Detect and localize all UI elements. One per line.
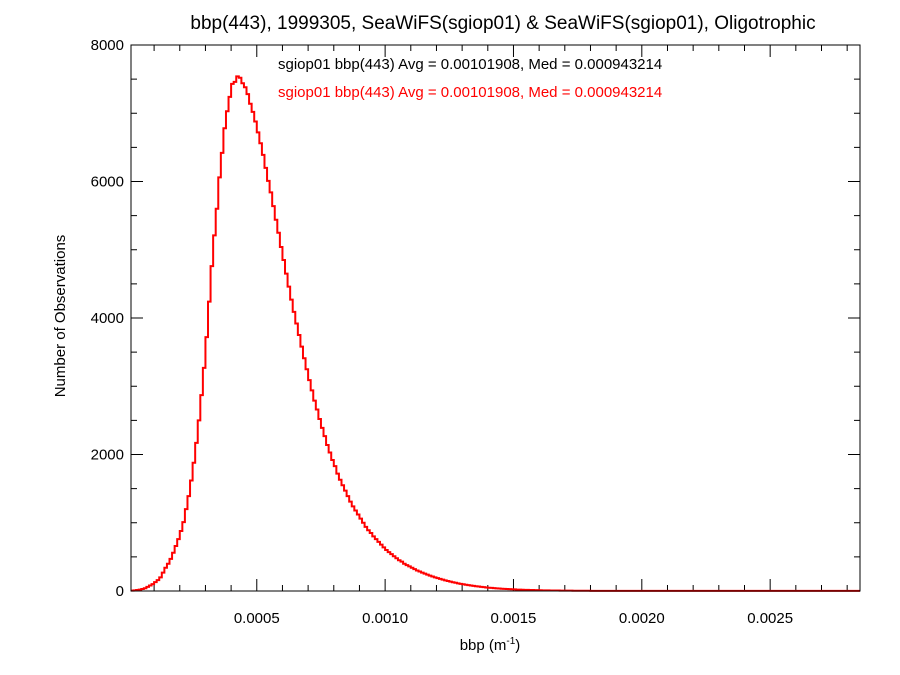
y-tick-label: 8000 [91, 37, 124, 54]
histogram-series [131, 75, 860, 592]
y-tick-label: 0 [116, 583, 124, 600]
y-axis-label: Number of Observations [52, 235, 69, 398]
x-tick-label: 0.0010 [362, 610, 408, 627]
y-tick-label: 2000 [91, 447, 124, 464]
axis-ticks [131, 44, 860, 592]
x-tick-label: 0.0005 [234, 610, 280, 627]
x-axis-label-close: ) [515, 637, 520, 654]
chart-title: bbp(443), 1999305, SeaWiFS(sgiop01) & Se… [190, 13, 815, 34]
plot-frame [130, 44, 861, 592]
x-tick-label: 0.0020 [619, 610, 665, 627]
y-tick-label: 6000 [91, 174, 124, 191]
x-tick-label: 0.0015 [491, 610, 537, 627]
x-tick-label: 0.0025 [747, 610, 793, 627]
axis-tick-labels: 0 2000 4000 6000 8000 0.0005 0.0010 0.0015 0.002… [91, 37, 793, 627]
annotation-red: sgiop01 bbp(443) Avg = 0.00101908, Med =… [278, 84, 662, 101]
x-axis-label-main: bbp (m [460, 637, 507, 654]
x-axis-label-superscript: -1 [506, 636, 515, 647]
y-tick-label: 4000 [91, 310, 124, 327]
y-axis-label-group: Number of Observations [52, 235, 69, 398]
annotation-black: sgiop01 bbp(443) Avg = 0.00101908, Med =… [278, 56, 662, 73]
x-axis-label: bbp (m-1) [460, 636, 521, 654]
annotations: sgiop01 bbp(443) Avg = 0.00101908, Med =… [278, 56, 662, 101]
